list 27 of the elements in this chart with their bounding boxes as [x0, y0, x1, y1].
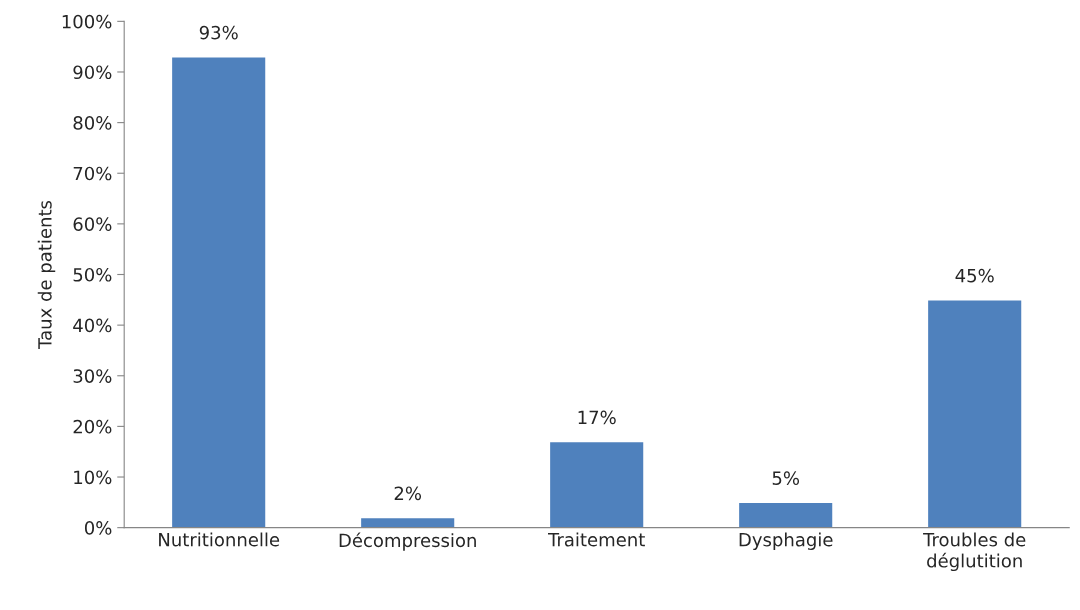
- y-tick-label: 10%: [74, 470, 112, 485]
- y-tick-label: 0%: [84, 521, 112, 535]
- y-tick-label: 90%: [73, 65, 112, 80]
- bar: [170, 56, 267, 528]
- x-tick-label: Décompression: [339, 532, 476, 551]
- y-tick-label: 20%: [73, 419, 112, 434]
- y-tick-label: 70%: [73, 166, 112, 181]
- x-tick-label: Nutritionnelle: [159, 532, 280, 547]
- x-tick-label: Traitement: [548, 532, 645, 547]
- y-axis-title: Taux de patients: [37, 200, 56, 350]
- y-tick-label: 30%: [73, 369, 112, 383]
- bar: [737, 501, 834, 528]
- bar: [926, 299, 1023, 528]
- y-tick-label: 60%: [73, 217, 112, 231]
- y-tick-label: 80%: [73, 116, 112, 130]
- x-tick-label: Dysphagie: [739, 532, 833, 550]
- y-tick-label: 100%: [62, 14, 112, 29]
- y-tick-label: 40%: [73, 318, 112, 333]
- data-label: 17%: [578, 410, 616, 425]
- y-tick-label: 50%: [73, 267, 112, 282]
- data-label: 2%: [394, 486, 422, 501]
- data-label: 45%: [955, 268, 994, 283]
- x-tick-label: Troubles de déglutition: [923, 532, 1026, 572]
- bar: [548, 440, 645, 528]
- bar: [359, 516, 456, 528]
- data-label: 5%: [772, 471, 800, 485]
- data-label: 93%: [199, 25, 238, 40]
